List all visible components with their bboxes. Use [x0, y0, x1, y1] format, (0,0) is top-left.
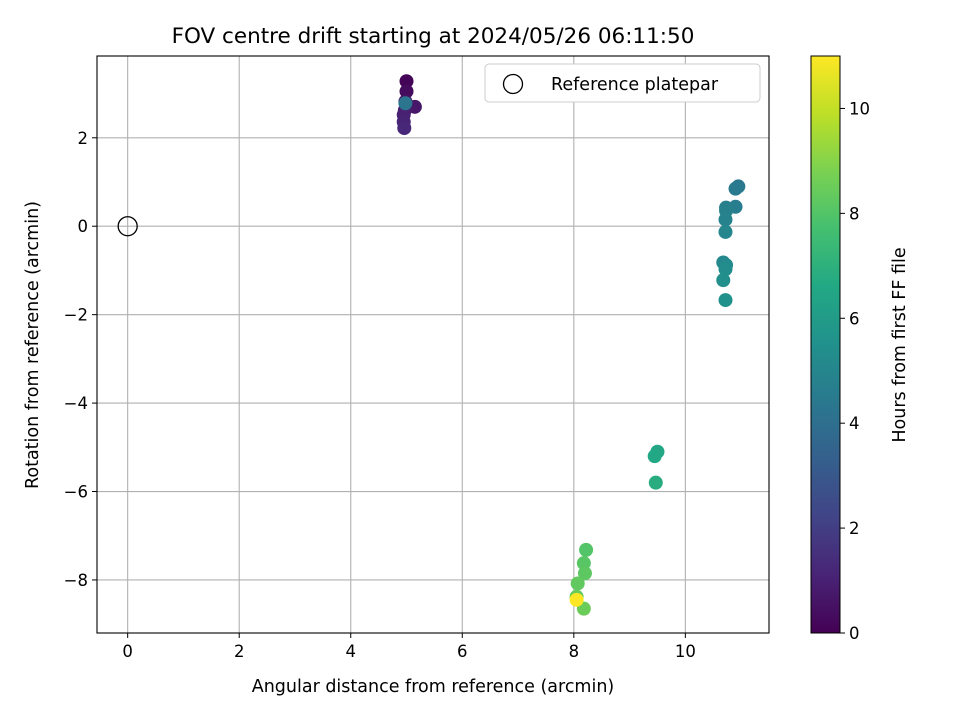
- x-tick-label-4: 8: [569, 642, 580, 661]
- data-points: [396, 74, 746, 616]
- data-point-14: [718, 212, 733, 227]
- data-point-19: [716, 273, 731, 288]
- data-point-24: [579, 542, 594, 557]
- data-point-23: [648, 475, 663, 490]
- colorbar-ticks: 0 2 4 6 8 10: [840, 99, 870, 643]
- colorbar-tick-label-3: 6: [849, 309, 860, 328]
- data-point-30: [569, 592, 584, 607]
- data-point-1: [399, 84, 414, 99]
- data-point-25: [576, 556, 591, 571]
- y-tick-label-0: −8: [64, 571, 88, 590]
- data-point-8: [398, 96, 413, 111]
- grid: [97, 56, 769, 633]
- reference-platepar-marker-group: [117, 216, 138, 237]
- colorbar-tick-label-5: 10: [849, 99, 870, 118]
- y-tick-label-1: −6: [64, 483, 88, 502]
- y-tick-label-5: 2: [78, 129, 89, 148]
- data-point-20: [718, 293, 733, 308]
- plot-frame: [96, 55, 770, 634]
- data-point-7: [397, 121, 412, 136]
- y-axis-label: Rotation from reference (arcmin): [23, 201, 43, 489]
- data-point-22: [647, 449, 662, 464]
- legend: Reference platepar: [484, 63, 761, 103]
- data-point-0: [399, 74, 414, 89]
- chart-title: FOV centre drift starting at 2024/05/26 …: [172, 24, 695, 49]
- colorbar-tick-label-0: 0: [849, 624, 860, 643]
- data-point-10: [728, 181, 743, 196]
- legend-reference-marker: [502, 73, 524, 95]
- y-tick-label-4: 0: [78, 217, 89, 236]
- legend-entry-reference-platepar: Reference platepar: [551, 75, 719, 95]
- colorbar-label: Hours from first FF file: [890, 247, 910, 442]
- x-tick-label-3: 6: [457, 642, 468, 661]
- reference-platepar-marker: [117, 216, 138, 237]
- x-tick-label-1: 2: [234, 642, 245, 661]
- x-axis-ticks: 0 2 4 6 8 10: [122, 633, 696, 661]
- x-tick-label-5: 10: [675, 642, 696, 661]
- x-tick-label-0: 0: [122, 642, 133, 661]
- legend-box: [484, 63, 761, 103]
- y-axis-ticks: −8 −6 −4 −2 0 2: [64, 129, 97, 590]
- colorbar-tick-label-2: 4: [849, 414, 860, 433]
- x-tick-label-2: 4: [345, 642, 356, 661]
- y-tick-label-3: −2: [64, 306, 88, 325]
- colorbar: 0 2 4 6 8 10 Hours from first FF file: [810, 55, 910, 643]
- x-axis-label: Angular distance from reference (arcmin): [252, 677, 615, 697]
- data-point-27: [570, 576, 585, 591]
- y-tick-label-2: −4: [64, 394, 88, 413]
- colorbar-tick-label-1: 2: [849, 519, 860, 538]
- data-point-18: [718, 262, 733, 277]
- colorbar-gradient: [810, 55, 841, 634]
- colorbar-tick-label-4: 8: [849, 204, 860, 223]
- data-point-15: [718, 224, 733, 239]
- data-point-26: [577, 566, 592, 581]
